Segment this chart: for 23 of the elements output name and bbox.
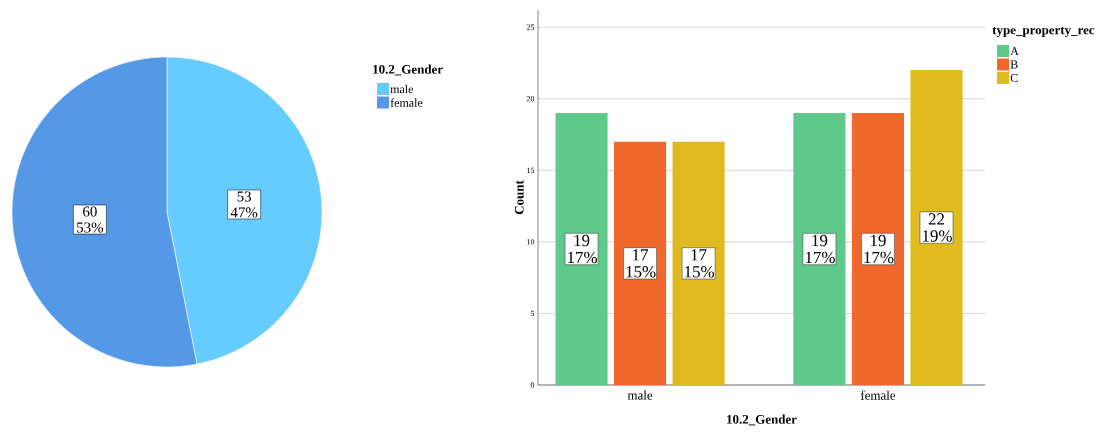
x-axis-title: 10.2_Gender [727, 414, 797, 426]
data-label: 60 53% [77, 206, 104, 233]
data-label: 22 19% [922, 213, 952, 242]
legend-title: 10.2_Gender [373, 64, 443, 76]
legend-label: C [1010, 73, 1018, 82]
bar [614, 141, 667, 385]
data-label: 19 17% [805, 234, 835, 264]
legend-label: A [1010, 47, 1019, 55]
data-label: 19 17% [568, 234, 598, 264]
data-label: 17 15% [685, 249, 715, 278]
bar [672, 141, 725, 385]
bar [910, 70, 963, 385]
legend-title: type_property_rec [992, 26, 1095, 38]
bar [555, 113, 608, 385]
legend-label: male [390, 84, 414, 94]
y-axis-title: Count [514, 180, 524, 215]
legend-label: female [390, 98, 423, 107]
data-label: 53 47% [230, 191, 258, 218]
data-label: 19 17% [864, 234, 894, 264]
bar [851, 113, 905, 385]
bar [793, 113, 846, 385]
legend-label: B [1010, 60, 1018, 69]
data-label: 17 15% [626, 249, 656, 278]
